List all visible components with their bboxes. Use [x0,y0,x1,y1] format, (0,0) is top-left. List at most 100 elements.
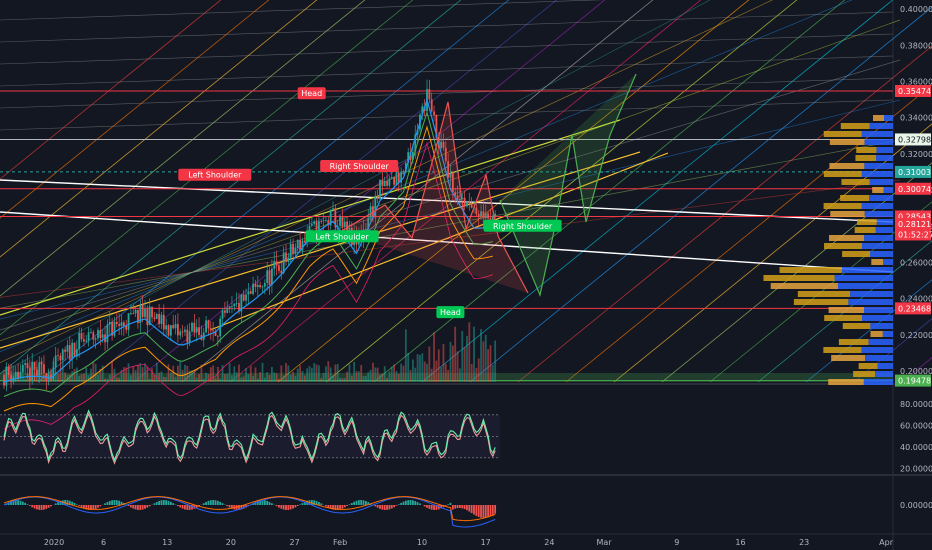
fan-line [0,33,894,65]
candle-body [261,286,264,288]
macd-histogram-bar [242,505,245,509]
volume-bar [341,378,344,382]
macd-histogram-bar [263,500,266,505]
volume-bar [198,374,200,382]
volume-profile-bar [857,219,877,225]
pattern-label[interactable]: Head [436,306,465,319]
pattern-label-text: Left Shoulder [315,232,369,241]
time-tick-label: 17 [481,538,491,547]
fan-line [37,0,510,383]
candle-body [275,261,278,266]
pattern-label[interactable]: Left Shoulder [178,168,252,181]
volume-profile-bar [858,363,878,369]
macd-histogram-bar [141,505,144,510]
candle-body [191,322,193,332]
volume-profile-bar [853,371,876,377]
candle-body [459,198,461,201]
candle-body [14,371,17,377]
volume-profile-bar [834,275,893,281]
candle-body [315,221,318,238]
volume-bar [221,365,224,382]
pattern-label[interactable]: Right Shoulder [320,160,399,173]
volume-bar [28,365,31,382]
candle-body [421,106,424,115]
volume-bar [419,354,421,382]
volume-bar [33,364,36,382]
candle-body [146,308,149,326]
macd-histogram-bar [416,502,419,505]
volume-bar [390,366,393,382]
volume-bar [369,369,372,382]
candle-body [90,332,92,334]
candle-body [386,181,388,186]
volume-profile-bar [823,203,862,209]
pattern-label[interactable]: Left Shoulder [305,230,379,243]
candle-body [99,330,102,338]
pattern-label[interactable]: Right Shoulder [483,219,562,232]
volume-bar [36,367,38,382]
volume-profile-bar [840,123,870,129]
time-axis[interactable]: 2020 6 13 20 27 Feb 10 17 24 Mar 9 16 23 Apr [44,538,894,547]
macd-histogram-bar [90,505,92,510]
candle-body [381,179,384,187]
macd-histogram-bar [108,500,111,505]
macd-histogram-bar [87,505,90,510]
macd-pane[interactable] [3,496,497,528]
volume-bar [395,371,398,382]
candle-body [369,206,372,218]
volume-bar [57,373,59,382]
volume-profile-bar [842,251,871,257]
volume-bar [226,373,229,382]
volume-bar [463,347,466,382]
volume-bar [310,367,313,382]
candle-body [226,307,229,313]
macd-histogram-bar [449,502,452,505]
volume-bar [144,363,146,382]
volume-bar [97,374,99,382]
volume-profile-bar [823,131,862,137]
fan-line [517,45,932,383]
pattern-label[interactable]: Head [297,87,326,100]
candle-body [348,227,351,232]
volume-bar [268,375,271,382]
rsi-pane[interactable] [0,409,500,465]
candle-body [108,322,111,325]
macd-histogram-bar [414,501,417,505]
volume-bar [444,363,447,382]
macd-histogram-bar [24,502,27,505]
candle-body [43,364,45,374]
volume-bar [271,366,273,382]
volume-profile-bar [850,291,893,297]
volume-bar [372,362,374,382]
macd-histogram-bar [125,504,128,505]
macd-histogram-bar [320,503,323,505]
candle-body [118,323,121,326]
macd-histogram-bar [313,500,316,505]
volume-bar [327,361,330,382]
volume-bar [240,377,243,382]
volume-bar [80,374,83,382]
volume-profile-bar [864,211,893,217]
candle-body [466,201,468,207]
candle-body [188,331,191,343]
macd-histogram-bar [146,505,149,508]
candle-body [271,268,273,285]
volume-profile-bar [876,147,893,153]
volume-bar [306,368,309,382]
volume-bar [94,363,97,382]
macd-histogram-bar [393,505,395,508]
price-axis[interactable]: 0.40000 0.38000 0.36000 0.34000 0.32000 0.300… [895,5,932,510]
candle-body [407,152,410,163]
macd-histogram-bar [353,501,356,505]
volume-bar [3,378,5,382]
volume-bar [360,365,363,382]
macd-histogram-bar [17,500,19,505]
candle-body [449,173,452,178]
volume-profile-bar [829,235,865,241]
candle-body [494,213,497,217]
price-tick-label: 0.40000 [900,5,932,14]
time-tick-label: 23 [799,538,809,547]
candle-body [475,207,478,214]
